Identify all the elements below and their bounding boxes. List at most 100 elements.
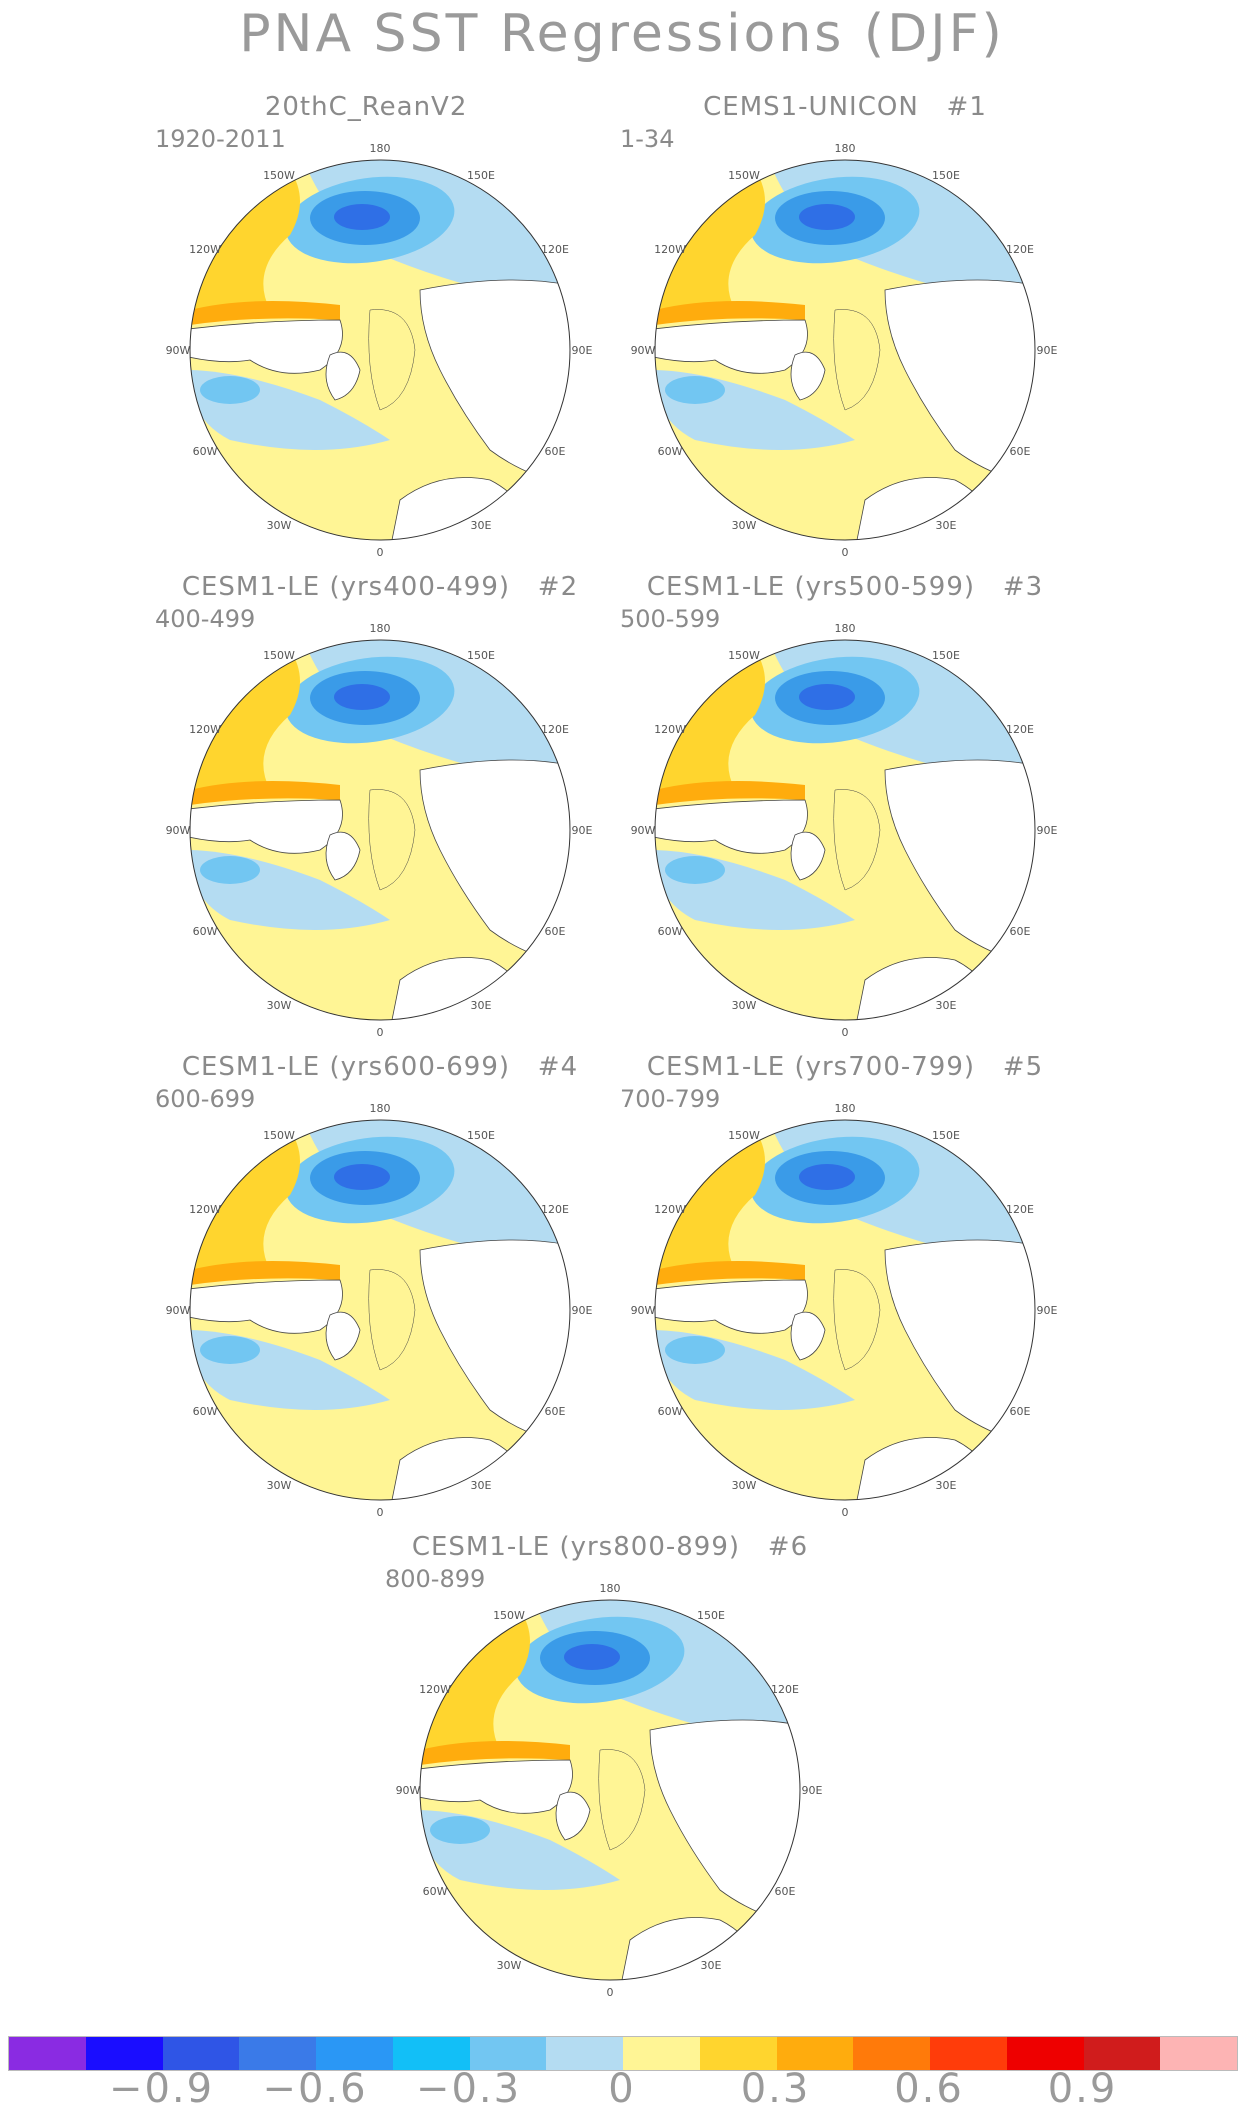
colorbar-swatch <box>1006 2037 1084 2070</box>
figure-title: PNA SST Regressions (DJF) <box>239 4 1005 64</box>
longitude-label: 60E <box>1009 1405 1030 1418</box>
longitude-label: 0 <box>842 1026 849 1039</box>
panel-title: CESM1-LE (yrs600-699) #4 <box>181 1052 579 1082</box>
longitude-label: 60W <box>658 1405 683 1418</box>
colorbar-swatch <box>1160 2037 1237 2070</box>
map-panel: CEMS1-UNICON #1 1-34 180 150E 120E 90E 60E 30E 0… <box>610 92 1080 572</box>
panel-title: CESM1-LE (yrs400-499) #2 <box>181 572 579 602</box>
polar-map: 180 150E 120E 90E 60E 30E 0 30W 60W 90W 120W 150W <box>166 1102 593 1519</box>
longitude-label: 90E <box>1037 824 1058 837</box>
polar-map: 180 150E 120E 90E 60E 30E 0 30W 60W 90W 120W 150W <box>631 142 1058 559</box>
colorbar-tick-label: −0.3 <box>415 2066 522 2112</box>
colorbar-tick-label: 0.9 <box>1047 2066 1118 2112</box>
longitude-label: 60E <box>544 1405 565 1418</box>
colorbar-swatch <box>699 2037 777 2070</box>
longitude-label: 30E <box>936 519 957 532</box>
map-panel: CESM1-LE (yrs400-499) #2 400-499 180 150E 12… <box>145 572 615 1052</box>
colorbar-swatch <box>239 2037 316 2070</box>
longitude-label: 180 <box>600 1582 621 1595</box>
longitude-label: 120E <box>1006 243 1034 256</box>
panel-title: CEMS1-UNICON #1 <box>703 92 987 122</box>
colorbar-tick-label: −0.9 <box>108 2066 215 2112</box>
longitude-label: 60E <box>1009 445 1030 458</box>
map-panel: CESM1-LE (yrs600-699) #4 600-699 180 150E 12… <box>145 1052 615 1532</box>
longitude-label: 90E <box>802 1784 823 1797</box>
longitude-label: 60W <box>658 445 683 458</box>
panel-title: 20thC_ReanV2 <box>264 92 496 122</box>
panel-title: CESM1-LE (yrs700-799) #5 <box>646 1052 1044 1082</box>
longitude-label: 150E <box>467 169 495 182</box>
longitude-label: 30W <box>732 1479 757 1492</box>
longitude-label: 30E <box>471 519 492 532</box>
longitude-label: 120E <box>541 1203 569 1216</box>
longitude-label: 150E <box>932 649 960 662</box>
colorbar-swatch <box>1083 2037 1161 2070</box>
longitude-label: 150W <box>728 169 760 182</box>
panel-period: 700-799 <box>620 1085 721 1113</box>
longitude-label: 90W <box>166 1304 191 1317</box>
longitude-label: 90E <box>572 1304 593 1317</box>
colorbar <box>8 2036 1238 2071</box>
longitude-label: 30E <box>471 999 492 1012</box>
panel-period: 1920-2011 <box>155 125 286 153</box>
longitude-label: 120E <box>1006 723 1034 736</box>
longitude-label: 150W <box>263 1129 295 1142</box>
sst-field <box>190 640 570 1020</box>
longitude-label: 90E <box>1037 1304 1058 1317</box>
longitude-label: 150W <box>263 649 295 662</box>
panel-period: 500-599 <box>620 605 721 633</box>
longitude-label: 60W <box>193 1405 218 1418</box>
map-boundary <box>189 1119 571 1501</box>
longitude-label: 90W <box>166 824 191 837</box>
longitude-label: 120E <box>541 243 569 256</box>
longitude-label: 120W <box>654 723 686 736</box>
map-panel: 20thC_ReanV2 1920-2011 180 150E 120E 90E 60E 3… <box>145 92 615 572</box>
longitude-label: 0 <box>842 546 849 559</box>
map-boundary <box>654 159 1036 541</box>
longitude-label: 150E <box>932 169 960 182</box>
map-boundary <box>654 639 1036 1021</box>
polar-map: 180 150E 120E 90E 60E 30E 0 30W 60W 90W 120W 150W <box>166 622 593 1039</box>
longitude-label: 120E <box>541 723 569 736</box>
colorbar-tick-labels: −0.9 −0.6 −0.3 0 0.3 0.6 0.9 <box>0 2066 1244 2112</box>
panel-period: 1-34 <box>620 125 675 153</box>
panel-period: 400-499 <box>155 605 256 633</box>
sst-field <box>655 160 1035 540</box>
longitude-label: 30W <box>267 1479 292 1492</box>
colorbar-swatch <box>9 2037 86 2070</box>
longitude-label: 180 <box>835 1102 856 1115</box>
panel-period: 800-899 <box>385 1565 486 1593</box>
sst-field <box>655 1120 1035 1500</box>
map-boundary <box>189 639 571 1021</box>
longitude-label: 30E <box>701 1959 722 1972</box>
longitude-label: 30W <box>497 1959 522 1972</box>
longitude-label: 180 <box>370 142 391 155</box>
sst-field <box>190 160 570 540</box>
colorbar-tick-label: 0 <box>608 2066 636 2112</box>
colorbar-swatch <box>469 2037 547 2070</box>
panel-title: CESM1-LE (yrs800-899) #6 <box>411 1532 809 1562</box>
colorbar-swatch <box>392 2037 470 2070</box>
longitude-label: 30W <box>732 519 757 532</box>
map-boundary <box>419 1599 801 1981</box>
longitude-label: 30W <box>732 999 757 1012</box>
panel-period: 600-699 <box>155 1085 256 1113</box>
longitude-label: 0 <box>842 1506 849 1519</box>
longitude-label: 150E <box>697 1609 725 1622</box>
longitude-label: 90E <box>572 344 593 357</box>
colorbar-swatch <box>623 2037 700 2070</box>
longitude-label: 0 <box>607 1986 614 1999</box>
longitude-label: 150E <box>467 649 495 662</box>
longitude-label: 60E <box>1009 925 1030 938</box>
sst-field <box>190 1120 570 1500</box>
map-boundary <box>654 1119 1036 1501</box>
polar-map: 180 150E 120E 90E 60E 30E 0 30W 60W 90W 120W 150W <box>631 622 1058 1039</box>
longitude-label: 60E <box>544 445 565 458</box>
sst-field <box>420 1600 800 1980</box>
longitude-label: 90W <box>166 344 191 357</box>
longitude-label: 120E <box>1006 1203 1034 1216</box>
longitude-label: 150W <box>493 1609 525 1622</box>
longitude-label: 120W <box>654 243 686 256</box>
colorbar-swatch <box>546 2037 623 2070</box>
map-panel: CESM1-LE (yrs700-799) #5 700-799 180 150E 12… <box>610 1052 1080 1532</box>
